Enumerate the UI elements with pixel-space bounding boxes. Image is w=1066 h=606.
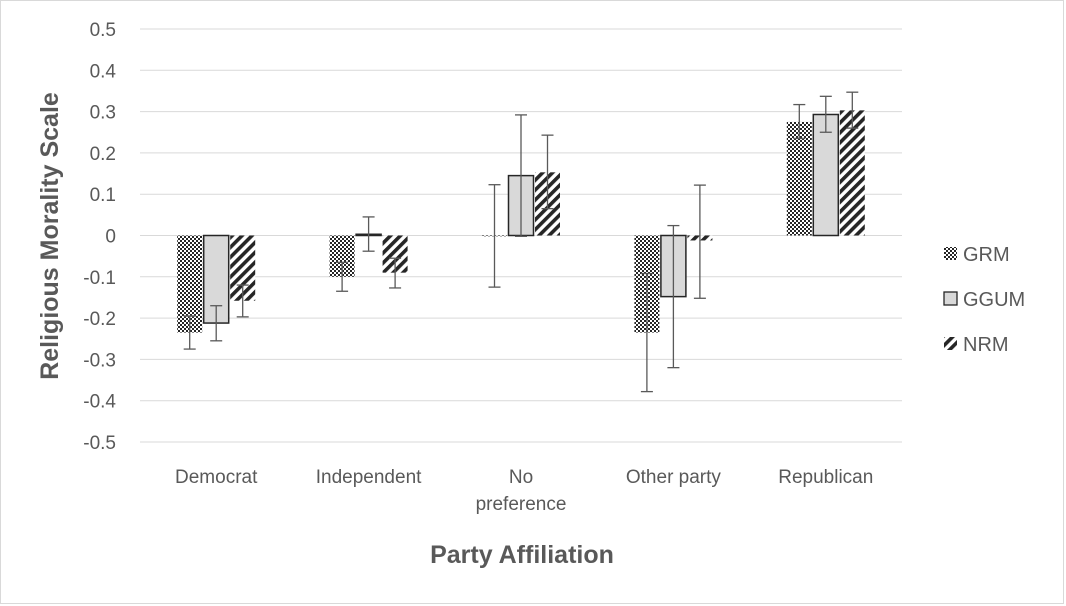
error-bar-grm-3	[640, 272, 653, 393]
error-bar-nrm-1	[389, 257, 402, 289]
y-tick-label: 0.1	[90, 185, 116, 206]
y-tick-label: 0.3	[90, 103, 116, 124]
x-tick-label: Independent	[316, 467, 422, 488]
gridlines	[140, 28, 902, 443]
legend: GRM GGUM NRM	[943, 244, 1025, 356]
error-bar-grm-2	[488, 184, 501, 288]
error-bar-ggum-2	[515, 114, 527, 237]
error-bar-grm-1	[336, 261, 349, 292]
y-tick-label: -0.1	[83, 268, 116, 289]
x-tick-label: Republican	[778, 467, 873, 488]
error-bar-ggum-4	[819, 95, 832, 133]
y-tick-label: 0.2	[90, 144, 116, 165]
y-tick-label: -0.3	[83, 350, 116, 371]
error-bar-grm-0	[183, 315, 196, 350]
x-tick-label: preference	[476, 494, 567, 515]
legend-swatch-grm	[944, 247, 957, 260]
y-tick-label: -0.2	[83, 309, 116, 330]
error-bar-ggum-3	[667, 224, 680, 369]
error-bar-nrm-2	[541, 134, 554, 210]
x-tick-label: Democrat	[175, 467, 258, 488]
x-axis-title: Party Affiliation	[430, 541, 614, 569]
tick-labels: 0.5 0.4 0.3 0.2 0.1 0 -0.1 -0.2 -0.3 -0.4 -0.5 Demo…	[83, 20, 873, 515]
bar-nrm-4	[839, 110, 865, 236]
x-tick-label: No	[509, 467, 533, 488]
error-bar-nrm-3	[693, 184, 706, 299]
y-tick-label: -0.5	[83, 433, 116, 454]
error-bar-ggum-1	[362, 216, 375, 252]
y-tick-label: 0.5	[90, 20, 116, 41]
y-tick-label: 0.4	[90, 61, 117, 82]
bar-grm-4	[786, 121, 812, 236]
legend-swatch-nrm	[944, 337, 957, 350]
legend-swatch-ggum	[943, 291, 958, 306]
y-tick-label: 0	[105, 227, 116, 248]
legend-label-grm: GRM	[963, 244, 1010, 266]
error-bar-grm-4	[793, 103, 806, 140]
y-axis-title: Religious Morality Scale	[36, 92, 64, 380]
error-bar-nrm-4	[846, 91, 859, 129]
error-bar-nrm-0	[236, 284, 249, 318]
legend-label-nrm: NRM	[963, 334, 1009, 356]
error-bar-ggum-0	[210, 305, 223, 342]
y-tick-label: -0.4	[83, 392, 116, 413]
error-bars	[183, 91, 859, 393]
x-tick-label: Other party	[626, 467, 722, 488]
legend-label-ggum: GGUM	[963, 289, 1025, 311]
